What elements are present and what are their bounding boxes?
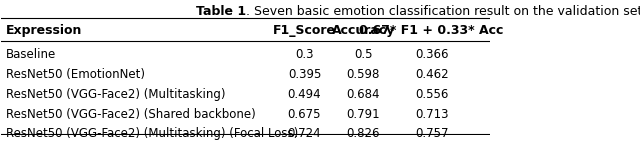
Text: F1_Score: F1_Score	[273, 24, 336, 37]
Text: ResNet50 (VGG-Face2) (Shared backbone): ResNet50 (VGG-Face2) (Shared backbone)	[6, 108, 256, 121]
Text: 0.462: 0.462	[415, 68, 449, 81]
Text: Accuracy: Accuracy	[332, 24, 395, 37]
Text: 0.675: 0.675	[288, 108, 321, 121]
Text: 0.494: 0.494	[287, 88, 321, 101]
Text: . Seven basic emotion classification result on the validation set: . Seven basic emotion classification res…	[246, 5, 640, 18]
Text: Table 1: Table 1	[196, 5, 246, 18]
Text: 0.713: 0.713	[415, 108, 449, 121]
Text: Expression: Expression	[6, 24, 83, 37]
Text: 0.556: 0.556	[415, 88, 448, 101]
Text: ResNet50 (VGG-Face2) (Multitasking): ResNet50 (VGG-Face2) (Multitasking)	[6, 88, 226, 101]
Text: 0.395: 0.395	[288, 68, 321, 81]
Text: 0.3: 0.3	[295, 48, 314, 61]
Text: 0.5: 0.5	[354, 48, 372, 61]
Text: 0.598: 0.598	[346, 68, 380, 81]
Text: 0.724: 0.724	[287, 127, 321, 140]
Text: 0.791: 0.791	[346, 108, 380, 121]
Text: 0.826: 0.826	[346, 127, 380, 140]
Text: 0.67* F1 + 0.33* Acc: 0.67* F1 + 0.33* Acc	[360, 24, 504, 37]
Text: 0.684: 0.684	[346, 88, 380, 101]
Text: ResNet50 (EmotionNet): ResNet50 (EmotionNet)	[6, 68, 145, 81]
Text: ResNet50 (VGG-Face2) (Multitasking) (Focal Loss): ResNet50 (VGG-Face2) (Multitasking) (Foc…	[6, 127, 298, 140]
Text: 0.757: 0.757	[415, 127, 449, 140]
Text: 0.366: 0.366	[415, 48, 449, 61]
Text: Baseline: Baseline	[6, 48, 56, 61]
